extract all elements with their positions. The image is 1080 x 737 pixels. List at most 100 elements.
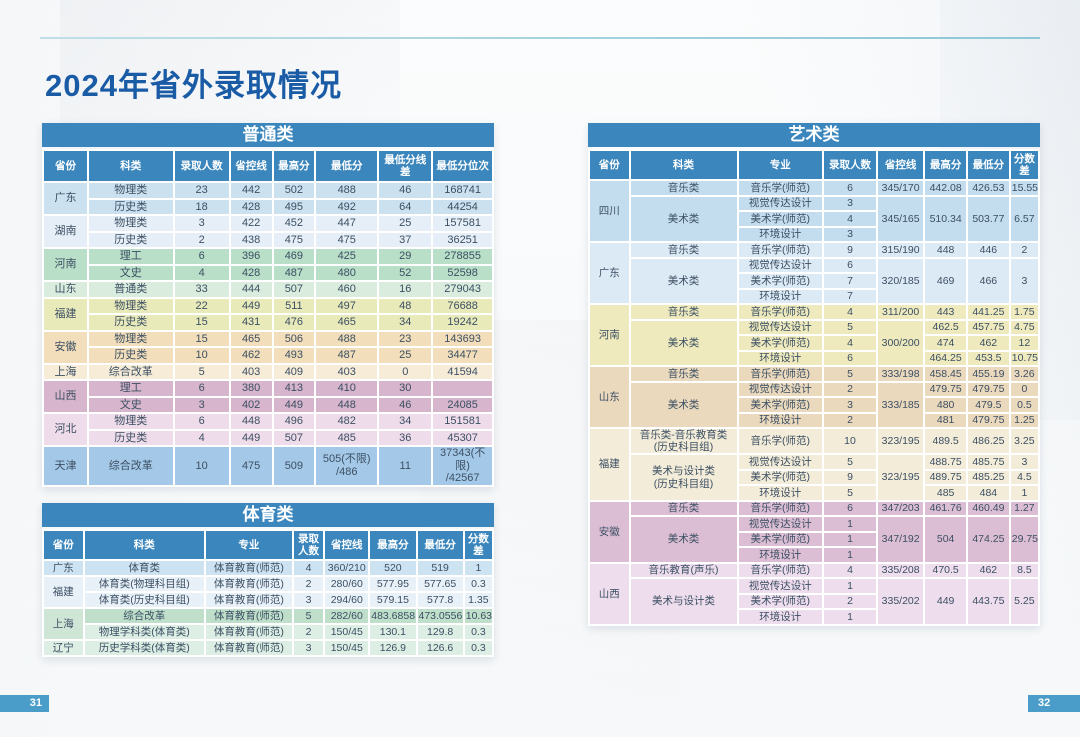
- table-cell: 综合改革: [87, 362, 175, 382]
- table-cell: 音乐学(师范): [736, 179, 824, 197]
- column-header: 分数差: [462, 528, 495, 562]
- province-cell: 四川: [588, 179, 631, 244]
- table-cell: 577.95: [368, 575, 418, 594]
- province-cell: 上海: [42, 607, 85, 642]
- table-cell: 280/60: [323, 575, 371, 594]
- column-header: 最低分: [415, 528, 465, 562]
- table-cell: 19242: [431, 313, 494, 332]
- table-cell: 323/195: [875, 453, 926, 502]
- table-row: 美术类 视觉传达设计 6 320/185 469 466 3: [589, 256, 1041, 306]
- table-cell: 452: [271, 214, 317, 233]
- table-row: 美术与设计类 (历史科目组) 视觉传达设计 5 323/195 488.75 485.75…: [589, 453, 1041, 502]
- table-cell: 音乐类: [628, 499, 739, 518]
- column-header: 分数差: [1008, 148, 1041, 182]
- table-cell: 6: [822, 179, 878, 197]
- table-cell: 音乐学(师范): [736, 561, 824, 580]
- table-cell: 36251: [431, 230, 494, 250]
- table-row: 历史类 18 428 495 492 64 44254: [43, 197, 494, 217]
- table-cell: 普通类: [87, 280, 175, 299]
- table-row: 美术学(师范) 3 480 479.5 0.5: [589, 396, 1041, 414]
- table-cell: 历史学科类(体育类): [82, 639, 206, 658]
- table-cell: 409: [271, 362, 317, 382]
- table-cell: 488.75: [923, 453, 968, 471]
- table-cell: 311/200: [875, 303, 926, 321]
- page-number-right: 32: [1028, 695, 1080, 712]
- table-cell: 1: [822, 546, 878, 564]
- table-cell: 环境设计: [736, 484, 824, 502]
- table-cell: 37: [377, 230, 434, 250]
- table-cell: 音乐类: [628, 179, 739, 197]
- table-cell: 环境设计: [736, 608, 824, 626]
- table-row: 美术学(师范) 4: [589, 210, 1039, 228]
- table-cell: 3: [822, 194, 878, 213]
- table-cell: 0: [377, 362, 434, 382]
- table-cell: 24085: [431, 395, 494, 415]
- table-cell: 3: [822, 396, 878, 414]
- table-row: 美术学(师范) 1: [589, 530, 1039, 549]
- table-cell: 76688: [431, 296, 494, 316]
- table-row: 美术学(师范) 4 474 462 12: [589, 334, 1041, 352]
- table-cell: 3.26: [1008, 365, 1041, 383]
- table-cell: 345/165: [875, 194, 926, 244]
- table-cell: 520: [368, 559, 418, 578]
- table-cell: 0.3: [462, 639, 495, 658]
- column-header: 省份: [588, 148, 631, 182]
- table-cell: 1.35: [462, 591, 495, 610]
- column-header: 专业: [204, 528, 294, 562]
- table-cell: 33: [172, 280, 231, 299]
- column-header: 专业: [736, 148, 824, 182]
- table-cell: 18: [172, 197, 231, 217]
- table-cell: 403: [228, 362, 274, 382]
- province-cell: 福建: [42, 575, 85, 610]
- table-cell: 4: [172, 263, 231, 283]
- table-cell: 150/45: [323, 623, 371, 642]
- table-row: 美术类 视觉传达设计 3 345/165 510.34 503.77 6.57: [589, 194, 1041, 244]
- table-cell: 143693: [431, 329, 494, 349]
- table-cell: 9: [822, 468, 878, 487]
- table-cell: 物理学科类(体育类): [82, 623, 206, 642]
- table-cell: 347/203: [875, 499, 926, 518]
- table-cell: 2: [1008, 241, 1041, 259]
- table-cell: 577.65: [415, 575, 465, 594]
- table-cell: 1.27: [1008, 499, 1041, 518]
- table-sports-category: 体育类 省份 科类 专业 录取人数 省控线 最高分 最低分 分数差 广东 体育类 体育教育(师范) 4 3…: [42, 503, 495, 658]
- column-header: 最低分线差: [377, 148, 434, 184]
- table-row: 美术学(师范) 7: [589, 272, 1039, 290]
- table-cell: 475: [228, 445, 274, 488]
- table-cell: 465: [228, 329, 274, 349]
- column-header: 科类: [87, 148, 175, 184]
- table-title-arts: 艺术类: [588, 123, 1040, 147]
- table-cell: 48: [377, 296, 434, 316]
- table-row: 环境设计 1: [589, 608, 1039, 626]
- table-cell: 150/45: [323, 639, 371, 658]
- page-title: 2024年省外录取情况: [45, 68, 342, 103]
- table-cell: 34477: [431, 346, 494, 365]
- table-row: 美术学(师范) 2: [589, 592, 1039, 611]
- table-cell: 438: [228, 230, 274, 250]
- table-cell: 495: [271, 197, 317, 217]
- data-table-general: 省份 科类 录取人数 省控线 最高分 最低分 最低分线差 最低分位次 广东 物理类 23 442 502…: [42, 148, 494, 488]
- table-row: 四川 音乐类 音乐学(师范) 6 345/170 442.08 426.53 15.55: [588, 179, 1041, 244]
- province-cell: 广东: [588, 241, 631, 306]
- table-cell: 462.5: [923, 318, 968, 337]
- table-cell: 509: [271, 445, 317, 488]
- table-cell: 470.5: [923, 561, 968, 580]
- table-cell: 469: [923, 256, 968, 306]
- table-cell: 体育类(历史科目组): [82, 591, 206, 610]
- table-row: 山东 普通类 33 444 507 460 16 279043: [42, 280, 494, 299]
- table-cell: 4: [822, 210, 878, 228]
- province-cell: 福建: [42, 296, 89, 332]
- table-cell: 历史类: [87, 230, 175, 250]
- table-cell: 5: [822, 453, 878, 471]
- table-cell: 10.63: [462, 607, 495, 626]
- table-cell: 1: [822, 530, 878, 549]
- table-cell: 视觉传达设计: [736, 380, 824, 399]
- table-cell: 环境设计: [736, 225, 824, 244]
- table-row: 文史 4 428 487 480 52 52598: [43, 263, 494, 283]
- table-cell: 4: [822, 561, 878, 580]
- table-row: 安徽 音乐类 音乐学(师范) 6 347/203 461.76 460.49 1.27: [588, 499, 1041, 564]
- table-cell: 理工: [87, 247, 175, 266]
- table-cell: 2: [822, 592, 878, 611]
- table-cell: 环境设计: [736, 287, 824, 306]
- table-cell: 504: [923, 515, 968, 564]
